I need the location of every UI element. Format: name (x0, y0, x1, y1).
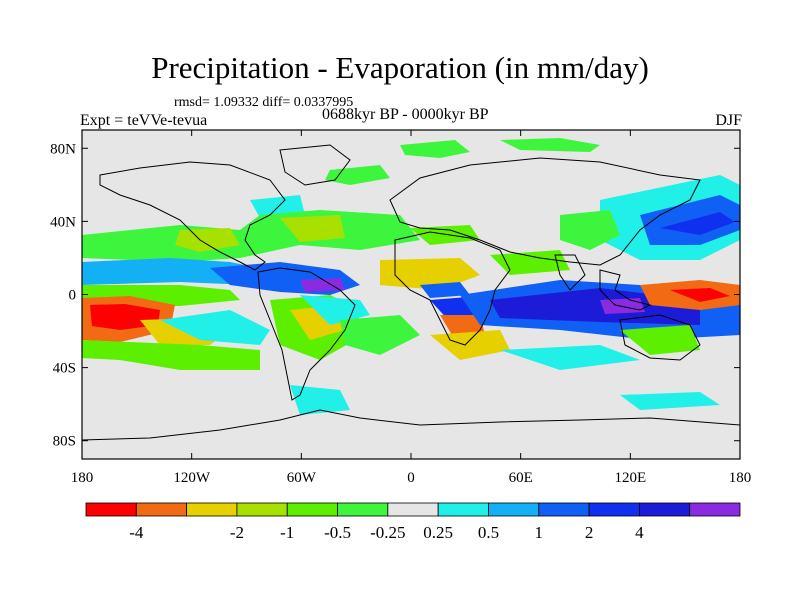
x-tick-label: 120W (173, 470, 211, 486)
x-axis: 180 120W 60W 0 60E 120E 180 (71, 130, 752, 486)
australia-green (620, 325, 700, 355)
arabia-green (490, 250, 570, 275)
experiment-label: Expt = teVVe-tevua (80, 112, 208, 129)
colorbar-box (689, 502, 741, 517)
colorbar-label: 0.25 (423, 523, 453, 542)
y-tick-label: 80N (50, 141, 76, 157)
x-tick-label: 180 (71, 470, 94, 486)
arctic-wet-patch (400, 140, 470, 158)
x-tick-label: 60W (287, 470, 317, 486)
colorbar-box (387, 502, 439, 517)
south-pacific-green (82, 340, 260, 370)
colorbar-label: 0.5 (478, 523, 499, 542)
x-tick-label: 180 (729, 470, 752, 486)
x-tick-label: 60E (509, 470, 533, 486)
guinea-blue (420, 282, 470, 298)
y-axis: 80N 40N 0 40S 80S (50, 141, 740, 450)
coast-north-america (99, 161, 286, 271)
east-asia-green (560, 210, 620, 250)
coast-australia (619, 314, 701, 361)
coast-south-america (257, 267, 356, 401)
kuroshio-wet-inner (660, 212, 735, 235)
south-pacific-cyan (160, 310, 270, 345)
colorbar-label: 4 (635, 523, 644, 542)
colorbar-label: -0.25 (370, 523, 405, 542)
anomaly-fields (82, 138, 740, 415)
colorbar-label: -1 (280, 523, 294, 542)
coastlines (82, 144, 740, 441)
colorbar: -4 -2 -1 -0.5 -0.25 0.25 0.5 1 2 4 (85, 502, 741, 542)
western-pacific-dry-core (670, 288, 730, 302)
colorbar-box (337, 502, 389, 517)
colorbar-box (488, 502, 540, 517)
coast-africa (394, 231, 511, 346)
y-tick-label: 40N (50, 214, 76, 230)
colorbar-label: -4 (129, 523, 144, 542)
map-title: Precipitation - Evaporation (in mm/day) (151, 50, 649, 85)
colorbar-box (588, 502, 640, 517)
tropical-pacific-dry-core (90, 304, 160, 330)
period-label: 0688kyr BP - 0000kyr BP (322, 106, 489, 123)
atlantic-yellow (280, 215, 345, 242)
coast-antarctica (82, 409, 740, 441)
north-atlantic-cyan (250, 195, 305, 218)
nordic-wet-patch (325, 165, 390, 185)
season-label: DJF (715, 112, 742, 129)
siberia-wet-patch (500, 138, 600, 152)
colorbar-label: 2 (585, 523, 594, 542)
colorbar-label: -2 (230, 523, 244, 542)
coast-india (554, 254, 586, 291)
south-africa-yellow (430, 330, 510, 360)
colorbar-box (85, 502, 137, 517)
east-pacific-cyan-band (82, 258, 260, 285)
north-america-yellow (175, 228, 240, 252)
colorbar-label: 1 (535, 523, 544, 542)
southern-ocean-cyan (500, 345, 640, 370)
colorbar-label: -0.5 (324, 523, 351, 542)
y-tick-label: 0 (69, 288, 77, 304)
y-tick-label: 40S (53, 361, 76, 377)
x-tick-label: 0 (407, 470, 415, 486)
south-atlantic-green (340, 315, 420, 355)
colorbar-box (236, 502, 288, 517)
patagonia-cyan (290, 385, 350, 415)
coast-eurasia (389, 157, 701, 266)
antarctic-cyan-patch (620, 392, 720, 410)
y-tick-label: 80S (53, 434, 76, 450)
mediterranean-green (410, 225, 480, 245)
itcz-purple-core (300, 278, 345, 292)
x-tick-label: 120E (614, 470, 646, 486)
colorbar-box (437, 502, 489, 517)
colorbar-box (186, 502, 238, 517)
colorbar-box (135, 502, 188, 517)
coast-southeast-asia (599, 269, 652, 311)
stats-label: rmsd= 1.09332 diff= 0.0337995 (174, 95, 354, 110)
sahel-yellow (380, 258, 480, 290)
colorbar-box (638, 502, 691, 517)
coast-greenland (279, 144, 351, 186)
colorbar-box (538, 502, 590, 517)
colorbar-box (286, 502, 338, 517)
